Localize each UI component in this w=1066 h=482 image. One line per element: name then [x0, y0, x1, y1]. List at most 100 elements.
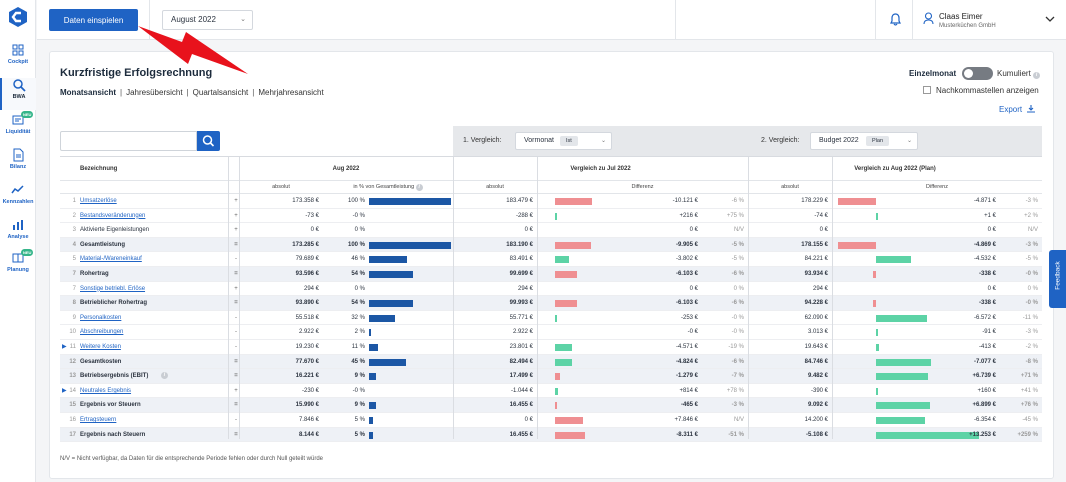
pct-bar: [369, 402, 377, 410]
diff2-bar: [876, 358, 931, 366]
row-operator: +: [234, 198, 238, 204]
row-label[interactable]: Material-/Wareneinkauf: [80, 256, 142, 263]
cmp2-diff-pct: -45 %: [1022, 417, 1038, 423]
diff2-bar: [876, 329, 878, 337]
compare2-select[interactable]: Budget 2022 Plan ⌄: [810, 132, 918, 150]
cmp2-abs: -5.108 €: [805, 431, 828, 438]
row-number: 14: [69, 387, 76, 394]
tab-monatsansicht[interactable]: Monatsansicht: [60, 88, 117, 97]
expand-arrow-icon[interactable]: ▶: [62, 387, 67, 394]
cmp2-diff: -7.077 €: [973, 358, 996, 365]
month-select[interactable]: August 2022 ⌄: [162, 10, 253, 30]
tab-quartalsansicht[interactable]: Quartalsansicht: [192, 88, 249, 97]
row-number: 12: [69, 358, 76, 365]
row-label[interactable]: Sonstige betriebl. Erlöse: [80, 285, 146, 292]
search-button[interactable]: [197, 131, 220, 151]
info-icon[interactable]: i: [415, 184, 423, 191]
sidebar-item-label: BWA: [12, 94, 26, 100]
row-operator: +: [234, 212, 238, 219]
row-label: Gesamtkosten: [80, 358, 122, 365]
sidebar-item-kennzahlen[interactable]: Kennzahlen: [0, 183, 36, 215]
sidebar-item-bilanz[interactable]: Bilanz: [0, 148, 36, 180]
decimals-checkbox-label: Nachkommastellen anzeigen: [936, 86, 1039, 95]
expand-arrow-icon[interactable]: ▶: [62, 344, 67, 350]
row-label[interactable]: Bestandsveränderungen: [80, 212, 146, 219]
row-number: 17: [69, 431, 76, 438]
cmp1-diff-pct: N/V: [733, 417, 744, 423]
sidebar-item-cockpit[interactable]: Cockpit: [0, 43, 36, 75]
cmp2-diff-pct: -3 %: [1025, 241, 1038, 248]
company-name: Musterküchen GmbH: [939, 23, 996, 29]
user-icon[interactable]: [923, 12, 934, 25]
diff2-bar: [876, 373, 929, 381]
diff1-bar: [555, 241, 591, 249]
month-select-value: August 2022: [171, 15, 216, 24]
row-label[interactable]: Personalkosten: [80, 314, 122, 321]
search-input[interactable]: [60, 131, 197, 151]
diff1-bar: [555, 300, 578, 308]
header-compare1: Vergleich zu Jul 2022: [453, 157, 748, 181]
row-operator: -: [235, 344, 237, 350]
user-name[interactable]: Claas Eimer: [939, 12, 983, 21]
import-data-button[interactable]: Daten einspielen: [49, 9, 138, 31]
row-label[interactable]: Weitere Kosten: [80, 344, 121, 350]
sidebar-item-label: Bilanz: [9, 164, 27, 170]
page-title: Kurzfristige Erfolgsrechnung: [60, 67, 213, 79]
divider: [912, 0, 913, 40]
cmp2-diff: -4.532 €: [973, 256, 996, 263]
sidebar-item-planung[interactable]: Planung NEU: [0, 249, 36, 283]
sidebar-item-label: Liquidität: [5, 129, 31, 135]
sidebar-item-liquidit-t[interactable]: Liquidität NEU: [0, 111, 36, 145]
row-number: 16: [69, 417, 76, 423]
tab-separator: |: [252, 88, 255, 97]
row-label: Betrieblicher Rohertrag: [80, 300, 148, 307]
app-logo-icon[interactable]: [7, 6, 29, 28]
row-operator: =: [234, 402, 238, 409]
row-label[interactable]: Abschreibungen: [80, 329, 124, 336]
decimals-checkbox[interactable]: [923, 86, 931, 94]
row-label[interactable]: Ertragsteuern: [80, 417, 117, 423]
cmp2-abs: 84.221 €: [804, 256, 828, 263]
cmp2-abs: 9.482 €: [807, 373, 828, 380]
row-operator: =: [234, 271, 238, 277]
compare2-pill: Plan: [866, 136, 890, 146]
info-icon[interactable]: i: [161, 372, 168, 380]
cmp2-diff-pct: -3 %: [1025, 198, 1038, 204]
cumulative-toggle[interactable]: [962, 67, 993, 80]
search-icon: [202, 135, 215, 147]
current-pct: 2 %: [354, 329, 365, 336]
sidebar-item-analyse[interactable]: Analyse: [0, 218, 36, 250]
export-link[interactable]: Export: [999, 105, 1036, 114]
table-row: 5 Material-/Wareneinkauf - 79.689 € 46 % 83.4…: [60, 252, 1042, 267]
info-icon[interactable]: i: [1033, 72, 1041, 79]
tab-jahresuebersicht[interactable]: Jahresübersicht: [126, 88, 183, 97]
cmp1-abs: 183.479 €: [506, 198, 533, 204]
row-operator: =: [234, 431, 238, 438]
cmp2-diff-pct: N/V: [1027, 227, 1038, 234]
row-number: 3: [72, 227, 76, 234]
chevron-down-icon[interactable]: [1045, 15, 1055, 23]
tab-mehrjahresansicht[interactable]: Mehrjahresansicht: [258, 88, 324, 97]
row-label: Betriebsergebnis (EBIT): [80, 373, 149, 380]
export-label: Export: [999, 105, 1023, 114]
cmp1-abs: 99.699 €: [509, 271, 533, 277]
balance-icon: [13, 148, 24, 162]
column-divider: [228, 157, 229, 439]
row-label[interactable]: Neutrales Ergebnis: [80, 387, 132, 394]
report-table: Bezeichnung Aug 2022 Vergleich zu Jul 20…: [60, 156, 1042, 443]
compare1-select[interactable]: Vormonat Ist ⌄: [515, 132, 612, 150]
cmp2-diff: -91 €: [982, 329, 996, 336]
diff2-bar: [876, 387, 878, 395]
cmp2-abs: 178.229 €: [801, 198, 828, 204]
row-label: Aktivierte Eigenleistungen: [80, 227, 150, 234]
cmp1-diff-pct: -51 %: [728, 431, 744, 438]
feedback-tab[interactable]: Feedback: [1049, 250, 1066, 308]
sidebar-item-bwa[interactable]: BWA: [0, 78, 36, 110]
row-label[interactable]: Umsatzerlöse: [80, 198, 117, 204]
cmp1-abs: 99.993 €: [509, 300, 533, 307]
bell-icon[interactable]: [890, 13, 901, 26]
table-row: 17 Ergebnis nach Steuern = 8.144 € 5 % 16.455…: [60, 427, 1042, 443]
cmp1-abs: 55.771 €: [509, 314, 533, 321]
current-abs: -230 €: [301, 387, 319, 394]
cmp2-diff: -413 €: [978, 344, 996, 350]
